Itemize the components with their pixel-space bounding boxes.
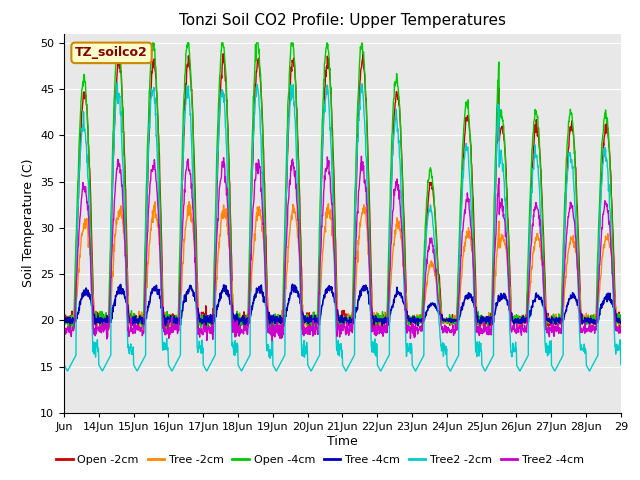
Open -4cm — [328, 135, 336, 141]
Tree -4cm — [60, 318, 68, 324]
Open -4cm — [474, 309, 482, 314]
Open -2cm — [474, 317, 482, 323]
Open -2cm — [60, 318, 68, 324]
Tree -2cm — [186, 199, 193, 204]
Tree2 -4cm — [328, 200, 336, 206]
Tree -4cm — [556, 316, 564, 322]
Tree2 -4cm — [556, 325, 564, 331]
Tree -2cm — [328, 223, 336, 229]
Tree -2cm — [611, 287, 618, 293]
Open -4cm — [60, 322, 68, 327]
Tree -2cm — [106, 326, 113, 332]
Text: TZ_soilco2: TZ_soilco2 — [75, 47, 148, 60]
Y-axis label: Soil Temperature (C): Soil Temperature (C) — [22, 159, 35, 288]
Tree -2cm — [474, 321, 482, 326]
Tree2 -4cm — [268, 338, 276, 344]
Tree2 -2cm — [474, 344, 482, 349]
Tree2 -2cm — [60, 362, 68, 368]
X-axis label: Time: Time — [327, 434, 358, 448]
Tree -4cm — [289, 281, 296, 287]
Line: Tree2 -2cm: Tree2 -2cm — [64, 83, 621, 371]
Tree2 -2cm — [328, 171, 336, 177]
Open -2cm — [220, 51, 227, 57]
Line: Tree2 -4cm: Tree2 -4cm — [64, 156, 621, 341]
Tree2 -4cm — [60, 331, 68, 336]
Tree2 -2cm — [556, 359, 564, 364]
Tree2 -2cm — [617, 362, 625, 368]
Open -4cm — [318, 133, 326, 139]
Tree -2cm — [148, 218, 156, 224]
Open -4cm — [304, 328, 312, 334]
Open -4cm — [556, 317, 564, 323]
Tree2 -2cm — [113, 80, 121, 85]
Tree -4cm — [617, 321, 625, 326]
Open -2cm — [556, 321, 564, 327]
Open -4cm — [617, 317, 625, 323]
Open -4cm — [148, 55, 156, 61]
Tree -4cm — [317, 305, 325, 311]
Tree2 -2cm — [148, 86, 156, 92]
Tree -4cm — [378, 324, 386, 330]
Open -4cm — [114, 40, 122, 46]
Tree2 -2cm — [377, 368, 385, 374]
Legend: Open -2cm, Tree -2cm, Open -4cm, Tree -4cm, Tree2 -2cm, Tree2 -4cm: Open -2cm, Tree -2cm, Open -4cm, Tree -4… — [52, 451, 588, 469]
Tree -4cm — [328, 290, 336, 296]
Tree2 -4cm — [147, 168, 155, 174]
Line: Open -4cm: Open -4cm — [64, 43, 621, 331]
Tree -2cm — [617, 316, 625, 322]
Tree -2cm — [60, 315, 68, 321]
Tree2 -2cm — [611, 327, 618, 333]
Line: Open -2cm: Open -2cm — [64, 54, 621, 331]
Tree -4cm — [474, 317, 482, 323]
Line: Tree -4cm: Tree -4cm — [64, 284, 621, 327]
Tree -4cm — [611, 305, 618, 311]
Open -4cm — [611, 289, 618, 295]
Tree2 -4cm — [611, 300, 618, 306]
Open -2cm — [318, 171, 326, 177]
Open -2cm — [611, 270, 618, 276]
Tree2 -2cm — [317, 176, 325, 182]
Title: Tonzi Soil CO2 Profile: Upper Temperatures: Tonzi Soil CO2 Profile: Upper Temperatur… — [179, 13, 506, 28]
Tree -2cm — [556, 313, 564, 319]
Tree -2cm — [318, 261, 326, 266]
Tree2 -4cm — [617, 323, 625, 329]
Open -2cm — [328, 127, 336, 133]
Tree2 -4cm — [474, 330, 482, 336]
Tree -4cm — [147, 289, 155, 295]
Open -2cm — [147, 88, 155, 94]
Tree2 -4cm — [358, 153, 365, 159]
Line: Tree -2cm: Tree -2cm — [64, 202, 621, 329]
Tree2 -4cm — [317, 224, 325, 229]
Open -2cm — [617, 313, 625, 319]
Open -2cm — [300, 328, 308, 334]
